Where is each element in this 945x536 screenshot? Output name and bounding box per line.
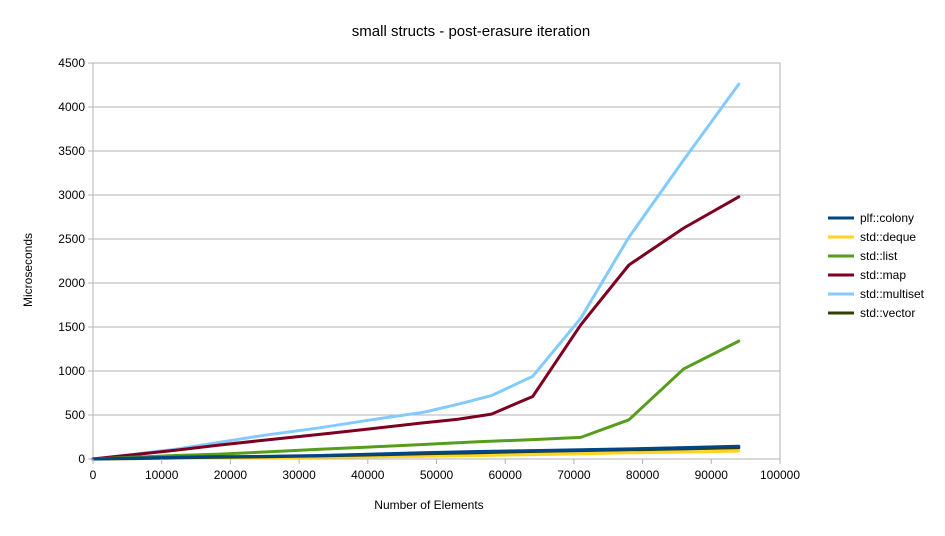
- legend-label: plf::colony: [860, 211, 914, 225]
- y-tick-label: 500: [65, 408, 85, 422]
- y-tick-label: 2000: [58, 276, 85, 290]
- x-tick-label: 80000: [626, 468, 660, 482]
- series-line-std-multiset: [91, 82, 741, 461]
- grid-layer: [93, 62, 780, 460]
- x-axis-label: Number of Elements: [374, 498, 483, 512]
- x-tick-label: 10000: [145, 468, 179, 482]
- y-tick-label: 3000: [58, 188, 85, 202]
- x-tick-label: 30000: [282, 468, 316, 482]
- x-tick-label: 90000: [695, 468, 729, 482]
- y-tick-label: 1500: [58, 320, 85, 334]
- legend-label: std::map: [860, 268, 906, 282]
- y-tick-label: 1000: [58, 364, 85, 378]
- x-axis-ticks: 0 10000 20000 30000 40000 50000 60000 70000 8000…: [90, 459, 800, 482]
- y-axis-ticks: 0 500 1000 1500 2000 2500 3000 3500 4000 4500: [58, 56, 93, 466]
- x-tick-label: 40000: [351, 468, 385, 482]
- series-line-std-map: [91, 195, 741, 461]
- x-tick-label: 100000: [760, 468, 800, 482]
- x-tick-label: 50000: [420, 468, 454, 482]
- y-axis-label: Microseconds: [21, 233, 35, 307]
- y-tick-label: 2500: [58, 232, 85, 246]
- series-line-std-list: [91, 339, 741, 461]
- y-tick-label: 4000: [58, 100, 85, 114]
- x-tick-label: 70000: [557, 468, 591, 482]
- series-layer: [91, 82, 741, 461]
- x-tick-label: 60000: [489, 468, 523, 482]
- y-tick-label: 4500: [58, 56, 85, 70]
- chart-title: small structs - post-erasure iteration: [352, 23, 590, 40]
- legend: plf::colonystd::dequestd::liststd::mapst…: [828, 211, 925, 320]
- x-tick-label: 0: [90, 468, 97, 482]
- x-tick-label: 20000: [214, 468, 248, 482]
- legend-label: std::list: [860, 249, 898, 263]
- y-tick-label: 3500: [58, 144, 85, 158]
- series-line-plf-colony: [91, 444, 741, 461]
- legend-label: std::multiset: [860, 287, 925, 301]
- legend-label: std::vector: [860, 306, 915, 320]
- legend-label: std::deque: [860, 230, 916, 244]
- plot-frame: [92, 62, 781, 460]
- y-tick-label: 0: [78, 452, 85, 466]
